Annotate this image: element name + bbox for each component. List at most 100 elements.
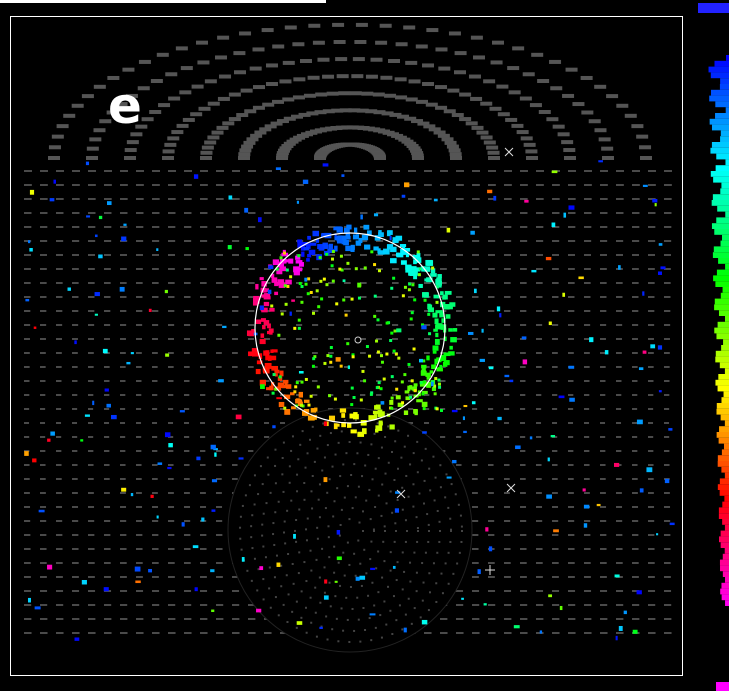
pmt <box>24 478 30 480</box>
pmt <box>136 310 142 312</box>
pmt <box>24 422 29 424</box>
hit <box>639 367 643 370</box>
pmt <box>168 576 175 578</box>
pmt <box>536 562 543 564</box>
pmt <box>266 63 278 67</box>
pmt <box>392 226 399 228</box>
pmt <box>600 240 607 242</box>
pmt <box>380 76 392 80</box>
pmt <box>664 296 670 298</box>
pmt <box>568 184 576 186</box>
hit <box>393 566 396 569</box>
pmt <box>256 589 258 591</box>
hit <box>472 401 476 404</box>
pmt <box>488 534 494 536</box>
hit <box>523 359 527 364</box>
pmt <box>440 632 448 634</box>
hit <box>642 291 644 295</box>
hit <box>445 291 452 295</box>
pmt <box>319 483 321 485</box>
pmt <box>440 212 447 214</box>
pmt <box>452 573 454 575</box>
pmt <box>402 551 404 553</box>
pmt <box>371 582 373 584</box>
pmt <box>56 310 62 312</box>
pmt <box>568 562 575 564</box>
pmt <box>296 212 303 214</box>
pmt <box>316 527 318 529</box>
hit <box>438 383 441 386</box>
pmt <box>88 478 94 480</box>
hit <box>560 606 563 610</box>
pmt <box>374 156 386 160</box>
pmt <box>600 618 607 620</box>
hit <box>121 237 126 242</box>
pmt <box>488 478 494 480</box>
pmt <box>151 79 163 83</box>
pmt <box>200 170 208 172</box>
pmt <box>380 24 392 28</box>
hist-bar <box>720 589 729 595</box>
hit <box>301 285 304 288</box>
pmt <box>275 482 277 484</box>
pmt <box>333 546 335 548</box>
hit <box>392 277 395 280</box>
pmt <box>504 184 512 186</box>
pmt <box>286 621 288 623</box>
pmt <box>664 408 669 410</box>
pmt <box>388 59 400 63</box>
pmt <box>40 170 48 172</box>
pmt <box>584 408 589 410</box>
pmt <box>520 282 527 284</box>
pmt <box>489 107 501 111</box>
pmt <box>524 143 536 147</box>
pmt <box>168 562 175 564</box>
pmt <box>334 595 336 597</box>
pmt <box>520 310 526 312</box>
hist-bar <box>722 519 729 525</box>
pmt <box>406 97 418 101</box>
pmt <box>296 338 302 340</box>
hit <box>299 371 304 374</box>
pmt <box>72 562 79 564</box>
pmt <box>296 490 298 492</box>
pmt <box>315 93 327 97</box>
hit <box>319 256 322 259</box>
hist-bar <box>722 235 729 241</box>
pmt <box>284 542 286 544</box>
hit <box>423 380 426 383</box>
pmt <box>488 464 494 466</box>
pmt <box>240 516 242 518</box>
hit <box>357 283 361 288</box>
pmt <box>72 534 78 536</box>
pmt <box>600 366 606 368</box>
pmt <box>568 408 573 410</box>
pmt <box>63 114 75 118</box>
pmt <box>72 450 77 452</box>
pmt <box>456 352 462 354</box>
pmt <box>280 338 286 340</box>
hit <box>158 462 163 465</box>
pmt <box>552 408 557 410</box>
hit <box>284 409 290 415</box>
pmt <box>422 600 424 602</box>
hist-bar <box>720 490 729 496</box>
pmt <box>440 268 447 270</box>
hit <box>411 283 414 286</box>
pmt <box>472 590 479 592</box>
pmt <box>88 548 95 550</box>
pmt <box>664 506 670 508</box>
hit <box>435 339 440 345</box>
pmt <box>94 85 106 89</box>
pmt <box>504 254 511 256</box>
pmt <box>272 100 284 104</box>
hit <box>351 387 354 390</box>
hist-bar <box>725 420 729 426</box>
pmt <box>248 408 253 410</box>
pmt <box>120 436 125 438</box>
pmt <box>552 632 560 634</box>
pmt <box>280 366 286 368</box>
pmt <box>238 156 250 160</box>
pmt <box>324 456 326 458</box>
hit <box>323 362 326 365</box>
